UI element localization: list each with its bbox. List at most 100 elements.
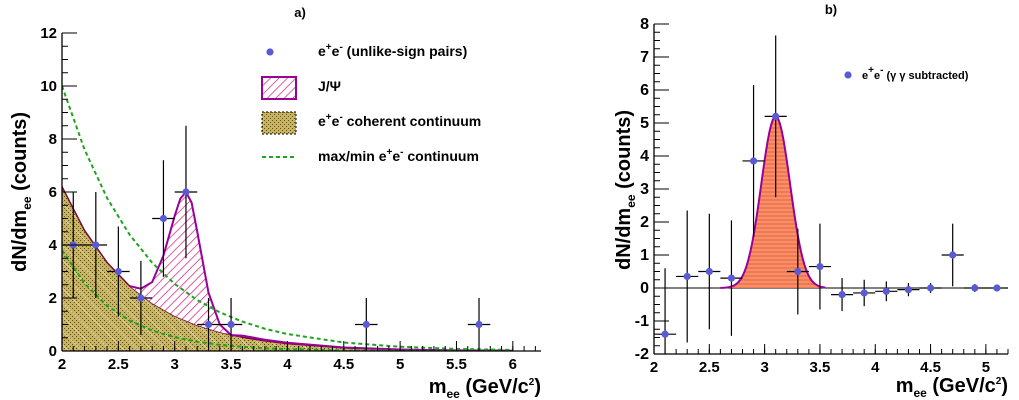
x-label-main: m [896,375,914,397]
legend-sup: - [339,42,342,53]
data-point [941,223,964,287]
y-tick-label: 1 [640,247,649,264]
data-point [786,228,809,315]
y-tick-label: 7 [640,49,649,66]
y-tick-label: -2 [635,346,649,363]
y-tick-label: 5 [640,115,649,132]
data-point [152,160,175,277]
x-label-unit: (GeV/c [927,375,996,397]
legend-text: J/Ψ [318,78,341,94]
legend-mid: e [332,113,340,129]
data-point [808,223,831,310]
x-tick-label: 4 [871,359,880,376]
y-axis-label: dN/dmee (counts) [613,110,638,270]
x-tick-label: 3 [760,359,768,376]
y-tick-label: 4 [49,237,58,254]
legend-label: max/min e+e- continuum [318,147,479,164]
legend-text: e [862,70,868,82]
point-marker [816,262,824,271]
y-tick-label: 6 [49,184,57,201]
data-point [985,284,1008,292]
x-tick-label: 3 [171,356,179,373]
x-label-unit-end: ) [534,376,541,398]
data-point [764,35,787,198]
continuum-bound-line [62,85,513,351]
legend-label: e+e- (γ γ subtracted) [862,65,969,82]
point-marker [772,112,780,120]
x-tick-label: 2 [650,359,658,376]
legend-hatch-icon [261,76,297,100]
x-tick-label: 6 [509,356,517,373]
y-tick-label: 8 [49,131,57,148]
data-point [963,284,986,292]
legend-mid: e [874,70,880,82]
x-label-unit-sup: 2 [529,377,535,388]
plot-area [62,85,513,351]
legend-sup: + [386,147,392,158]
y-label-main: dN/dm [9,210,31,272]
point-marker [860,289,868,297]
x-tick-label: 2.5 [699,359,720,376]
x-tick-label: 4.5 [920,359,941,376]
point-marker [705,267,713,276]
data-point [676,210,699,343]
jpsi-gaussian-curve [720,115,826,289]
legend-sup: + [326,112,332,123]
data-point [919,283,942,293]
y-tick-label: 4 [640,148,649,165]
point-marker [926,284,935,292]
point-marker [727,274,736,282]
point-marker [204,320,213,329]
point-marker [993,284,1001,292]
x-tick-label: 3.5 [221,356,242,373]
data-point [129,260,153,336]
point-marker [683,272,691,281]
x-tick-label: 2.5 [108,356,129,373]
y-label-unit: (counts) [613,110,635,194]
x-label-unit-end: ) [1001,375,1008,397]
plot-area [654,35,1008,354]
legend-box-icon [261,111,297,135]
data-point [698,213,721,330]
data-point [107,226,130,317]
point-marker [182,188,190,196]
y-tick-label: 12 [40,25,57,42]
x-label-unit-sup: 2 [996,376,1002,387]
legend-label: e+e- coherent continuum [318,112,481,129]
x-axis-label: mee (GeV/c2) [896,375,1008,400]
jpsi-gaussian-fill [720,116,826,289]
y-tick-label: 2 [49,290,57,307]
x-tick-label: 5.5 [446,356,467,373]
y-label-sub: ee [624,194,638,208]
data-point [654,268,677,354]
point-marker [475,320,483,329]
x-tick-label: 4 [283,356,292,373]
data-point [897,283,920,297]
point-marker [661,330,669,338]
y-tick-label: 6 [640,82,649,99]
legend-label: e+e- (unlike-sign pairs) [318,42,467,59]
data-point [197,298,220,351]
x-axis-label: mee (GeV/c2) [429,376,541,400]
chart-title: a) [294,5,306,20]
y-tick-label: 3 [640,181,649,198]
point-marker [362,320,370,329]
point-marker [749,157,758,165]
x-tick-label: 3.5 [810,359,831,376]
x-label-sub: ee [446,387,460,400]
point-marker [794,267,802,276]
legend-sup: - [400,147,403,158]
legend-rest: continuum [403,148,478,164]
legend-point-icon [844,71,852,79]
continuum-fill-lines [62,186,513,351]
x-label-sub: ee [913,386,927,400]
legend-label: J/Ψ [318,78,341,94]
legend-text: max/min e [318,148,387,164]
legend-sup: - [339,112,342,123]
y-tick-label: 10 [40,78,57,95]
legend-sup: - [880,65,883,76]
data-point [742,85,765,237]
